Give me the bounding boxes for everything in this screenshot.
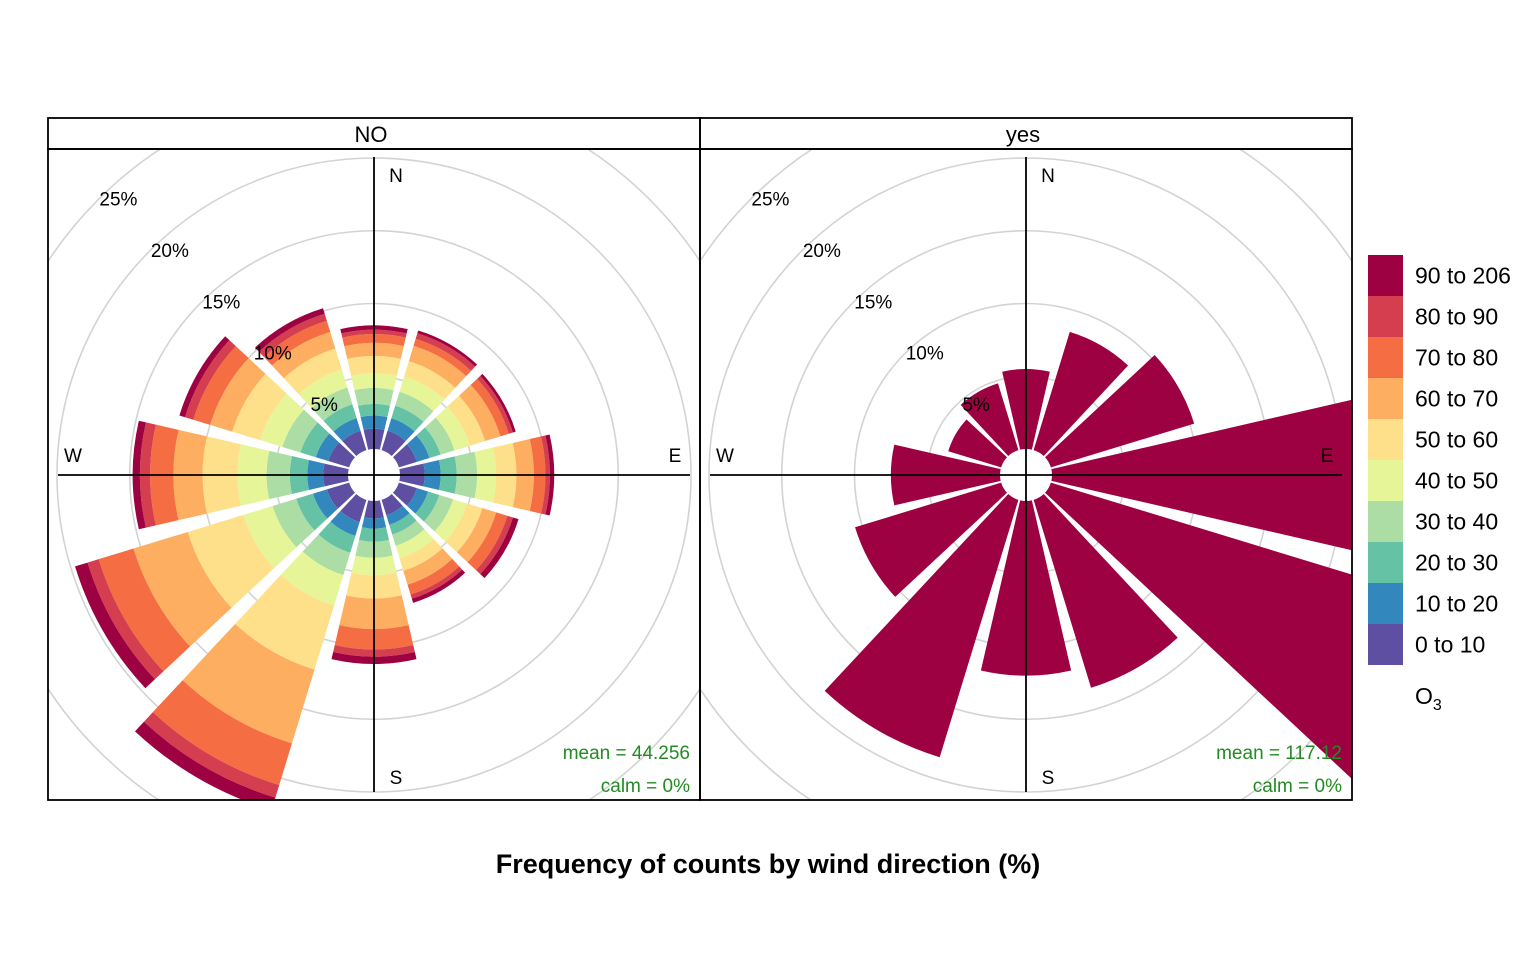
- ring-label: 25%: [99, 189, 137, 210]
- calm-label: calm = 0%: [1253, 776, 1342, 797]
- legend-swatch: [1368, 378, 1403, 419]
- compass-label-w: W: [64, 446, 82, 467]
- legend: 90 to 206 80 to 90 70 to 80 60 to 70 50 to 6…: [1368, 255, 1511, 714]
- ring-label: 5%: [962, 395, 990, 416]
- ring-label: 10%: [906, 344, 944, 365]
- legend-label: 50 to 60: [1415, 427, 1498, 453]
- strip-label: NO: [355, 122, 388, 147]
- compass-label-e: E: [669, 446, 682, 467]
- legend-swatch: [1368, 501, 1403, 542]
- mean-label: mean = 44.256: [563, 743, 690, 764]
- legend-swatch: [1368, 624, 1403, 665]
- legend-label: 30 to 40: [1415, 509, 1498, 535]
- compass-label-s: S: [1042, 768, 1055, 789]
- legend-label: 40 to 50: [1415, 468, 1498, 494]
- legend-swatch: [1368, 296, 1403, 337]
- compass-label-s: S: [390, 768, 403, 789]
- mean-label: mean = 117.12: [1216, 743, 1342, 764]
- legend-label: 20 to 30: [1415, 550, 1498, 576]
- legend-label: 80 to 90: [1415, 304, 1498, 330]
- legend-label: 90 to 206: [1415, 263, 1511, 289]
- legend-label: 70 to 80: [1415, 345, 1498, 371]
- calm-label: calm = 0%: [601, 776, 690, 797]
- legend-swatch: [1368, 460, 1403, 501]
- legend-label: 60 to 70: [1415, 386, 1498, 412]
- legend-title: O3: [1415, 683, 1442, 714]
- compass-label-w: W: [716, 446, 734, 467]
- legend-title-subscript: 3: [1433, 697, 1442, 714]
- compass-label-n: N: [1041, 166, 1055, 187]
- compass-label-n: N: [389, 166, 403, 187]
- legend-swatch: [1368, 419, 1403, 460]
- ring-label: 5%: [310, 395, 338, 416]
- x-axis-label: Frequency of counts by wind direction (%…: [496, 849, 1041, 879]
- ring-label: 20%: [803, 241, 841, 262]
- ring-label: 10%: [254, 344, 292, 365]
- ring-label: 15%: [202, 292, 240, 313]
- ring-label: 20%: [151, 241, 189, 262]
- ring-label: 15%: [854, 292, 892, 313]
- legend-swatch: [1368, 337, 1403, 378]
- strip-label: yes: [1006, 122, 1040, 147]
- legend-label: 0 to 10: [1415, 632, 1485, 658]
- legend-label: 10 to 20: [1415, 591, 1498, 617]
- ring-label: 25%: [751, 189, 789, 210]
- compass-label-e: E: [1321, 446, 1334, 467]
- panels-layer: 5% 10% 15% 20% 25% N E S Wmean = 44.256 calm = 0%…: [0, 13, 1489, 938]
- legend-swatch: [1368, 583, 1403, 624]
- legend-swatch: [1368, 542, 1403, 583]
- legend-swatch: [1368, 255, 1403, 296]
